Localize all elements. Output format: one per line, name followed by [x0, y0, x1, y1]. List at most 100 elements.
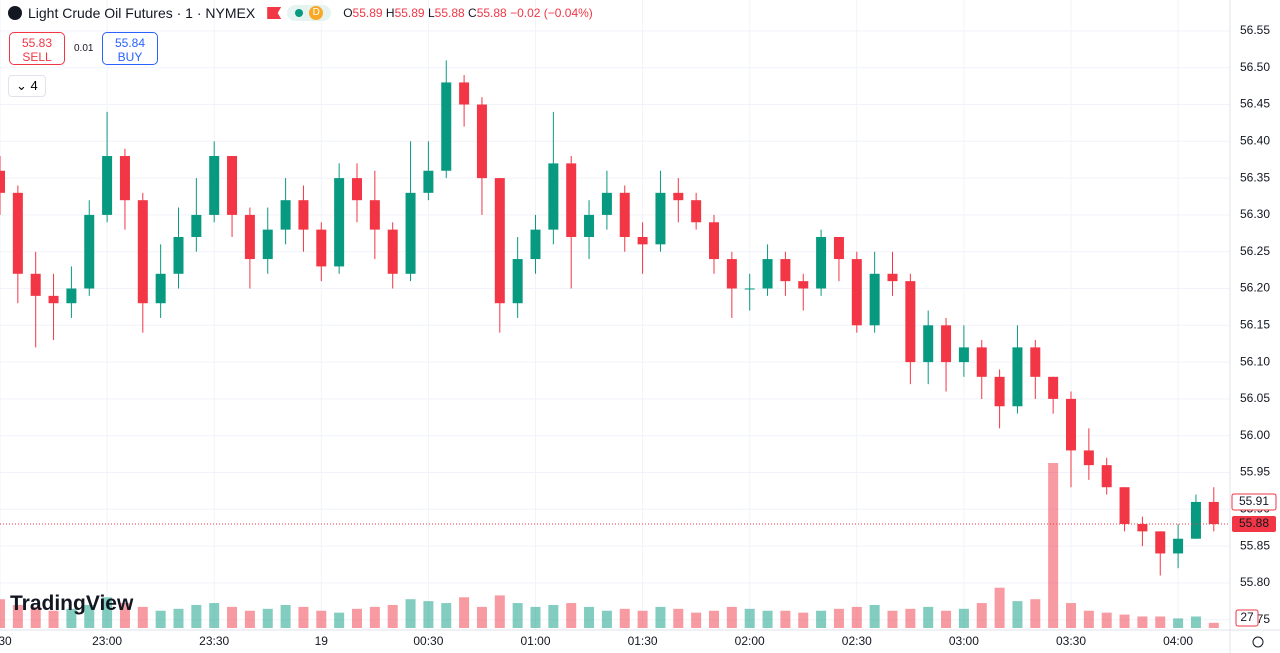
period-badge: D — [309, 6, 324, 20]
candle-body — [619, 192, 630, 237]
candle-body — [726, 259, 737, 289]
last-price-label: 55.88 — [1239, 516, 1269, 530]
y-tick-label: 55.80 — [1240, 575, 1270, 589]
symbol-icon — [8, 6, 22, 20]
volume-bar — [405, 599, 416, 628]
volume-bar — [816, 610, 827, 628]
last-price-box — [1232, 516, 1276, 533]
buy-price: 55.84 — [114, 36, 146, 50]
volume-bar — [155, 610, 166, 628]
volume-bar — [369, 606, 380, 628]
x-tick-label: 02:30 — [842, 634, 872, 648]
y-tick-label: 56.30 — [1240, 207, 1270, 221]
candle-body — [316, 229, 327, 267]
candle-body — [1030, 347, 1041, 377]
volume-bar — [601, 610, 612, 628]
candle-body — [1083, 450, 1094, 466]
volume-bar — [280, 604, 291, 628]
volume-bar — [1155, 616, 1166, 628]
volume-bar — [262, 608, 273, 628]
candle-body — [1048, 376, 1059, 399]
sell-button[interactable]: 55.83 SELL — [9, 32, 65, 65]
volume-bar — [244, 610, 255, 628]
candle-body — [869, 273, 880, 326]
volume-bar — [0, 599, 5, 628]
legend-header: Light Crude Oil Futures · 1 · NYMEX D O5… — [8, 5, 593, 21]
volume-bar — [191, 604, 202, 628]
volume-bar — [1048, 463, 1059, 628]
candle-body — [1066, 398, 1076, 451]
candle-body — [0, 170, 5, 193]
x-tick-label: 23:00 — [92, 634, 122, 648]
candle-body — [494, 178, 505, 304]
candle-body — [423, 170, 434, 193]
volume-bar — [1137, 616, 1148, 628]
volume-bar — [851, 606, 862, 628]
candle-body — [262, 229, 273, 260]
candle-body — [762, 259, 773, 289]
candle-body — [1101, 465, 1112, 488]
candle-body — [673, 192, 684, 201]
volume-bar — [102, 597, 113, 628]
volume-bar — [66, 608, 77, 628]
x-tick-label: 23:30 — [199, 634, 229, 648]
y-tick-label: 56.40 — [1240, 133, 1270, 147]
y-tick-label: 56.20 — [1240, 281, 1270, 295]
volume-bar — [512, 603, 523, 628]
x-tick-label: 02:00 — [735, 634, 765, 648]
candle-body — [476, 104, 487, 179]
indicators-count: 4 — [30, 78, 38, 93]
buy-button[interactable]: 55.84 BUY — [102, 32, 158, 65]
volume-bar — [548, 604, 559, 628]
status-pill[interactable]: D — [287, 5, 332, 21]
x-tick-label: 01:30 — [628, 634, 658, 648]
volume-bar — [137, 606, 148, 628]
volume-bar — [441, 603, 452, 628]
indicators-toggle[interactable]: ⌄ 4 — [8, 75, 46, 97]
symbol-title[interactable]: Light Crude Oil Futures · 1 · NYMEX — [28, 5, 256, 21]
candle-body — [1119, 487, 1130, 525]
candle-body — [958, 347, 969, 363]
volume-bar — [976, 603, 987, 628]
candle-body — [12, 192, 23, 274]
volume-bar — [173, 608, 184, 628]
volume-bar — [334, 612, 345, 628]
candle-body — [280, 200, 291, 230]
volume-bar — [298, 606, 309, 628]
volume-bar — [958, 608, 969, 628]
volume-bar — [869, 604, 880, 628]
candle-body — [655, 192, 666, 245]
volume-bar — [709, 610, 719, 628]
volume-bar — [887, 610, 898, 628]
y-tick-label: 55.95 — [1240, 465, 1270, 479]
x-tick-label: 03:30 — [1056, 634, 1086, 648]
candle-body — [66, 288, 77, 304]
volume-bar — [476, 606, 487, 628]
candle-body — [976, 347, 987, 377]
volume-bar — [423, 601, 434, 628]
candle-body — [601, 192, 612, 215]
candle-body — [1208, 501, 1219, 525]
volume-bar — [655, 606, 666, 628]
sell-price: 55.83 — [21, 36, 53, 50]
watermark-text: TradingView — [10, 592, 134, 615]
volume-bar — [1119, 614, 1130, 628]
candle-body — [851, 259, 862, 326]
candle-body — [1012, 347, 1023, 407]
volume-bar — [12, 604, 23, 628]
volume-bar — [1030, 599, 1041, 628]
candle-body — [994, 376, 1005, 407]
candle-body — [1155, 531, 1166, 554]
flag[interactable] — [267, 7, 282, 19]
last-volume-label: 27 — [1240, 610, 1254, 624]
volume-bar — [994, 587, 1005, 628]
candle-body — [155, 273, 166, 304]
volume-bar — [762, 610, 773, 628]
volume-box — [1235, 609, 1259, 627]
volume-bar — [494, 595, 505, 628]
x-tick-label: 2:30 — [0, 634, 12, 648]
volume-bar — [1173, 618, 1184, 628]
candle-body — [816, 236, 827, 289]
